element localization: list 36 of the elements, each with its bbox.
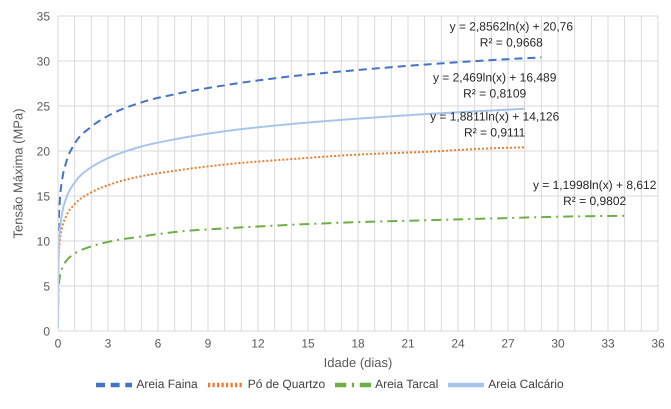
x-tick-label: 9 [204,336,212,351]
annotation: y = 1,1998ln(x) + 8,612 [532,178,657,192]
annotation: y = 2,8562ln(x) + 20,76 [450,19,574,34]
annotation: R² = 0,8109 [463,86,527,101]
y-tick-label: 35 [36,9,50,24]
annotation: R² = 0,9111 [464,125,526,140]
x-tick-label: 21 [401,336,415,351]
legend-label: Areia Calcário [488,377,564,392]
y-tick-label: 25 [36,99,50,114]
x-tick-label: 24 [451,336,465,351]
x-tick-label: 3 [104,336,112,351]
y-tick-label: 0 [43,324,50,338]
legend-label: Areia Tarcal [375,377,438,392]
x-tick-label: 6 [154,336,162,351]
line-series [58,214,626,330]
x-tick-label: 30 [551,336,565,351]
annotation: R² = 0,9802 [563,194,627,208]
legend-label: Areia Faina [136,377,198,392]
x-axis-title: Idade (dias) [324,355,392,370]
y-axis-title: Tensão Máxima (MPa) [10,108,26,239]
x-tick-label: 12 [251,336,265,351]
x-tick-label: 15 [301,336,315,351]
y-tick-label: 30 [36,54,50,68]
annotation: R² = 0,9668 [480,35,544,50]
y-tick-label: 15 [36,189,50,204]
annotation: y = 1,8811ln(x) + 14,126 [430,109,560,124]
x-tick-label: 27 [501,336,515,351]
x-tick-label: 36 [651,336,665,351]
x-tick-label: 18 [351,336,365,351]
legend-label: Pó de Quartzo [248,377,326,392]
y-tick-label: 5 [43,279,50,294]
y-tick-label: 10 [36,234,50,248]
y-tick-label: 20 [36,144,50,158]
annotation: y = 2,469ln(x) + 16,489 [432,70,557,85]
x-tick-label: 0 [54,336,62,351]
x-tick-label: 33 [601,336,615,351]
